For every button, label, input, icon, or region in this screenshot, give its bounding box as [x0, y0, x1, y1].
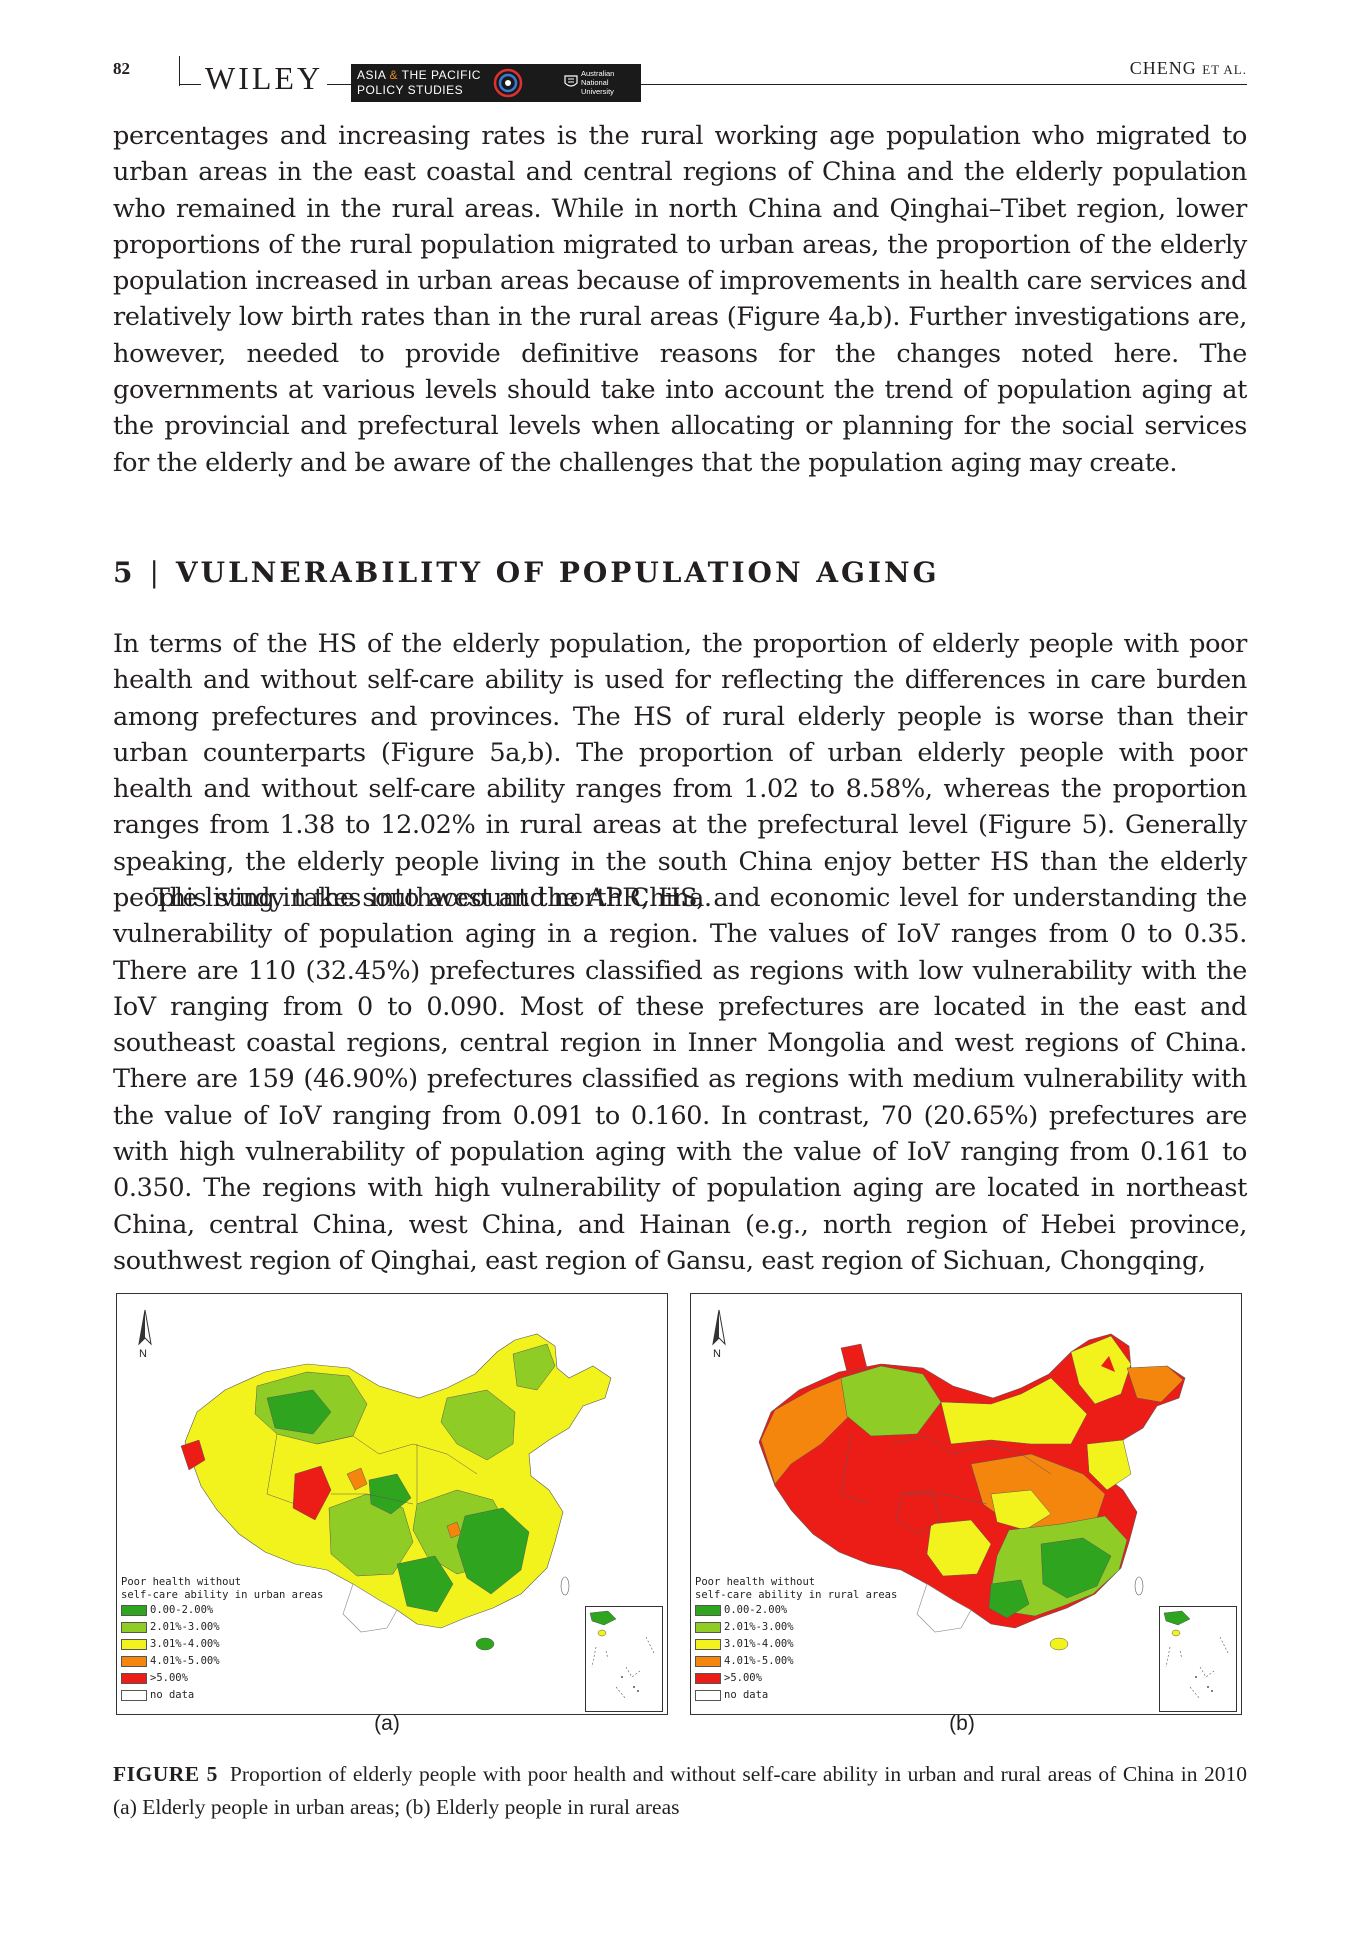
section-title: VULNERABILITY OF POPULATION AGING: [175, 556, 940, 589]
map-legend-urban: Poor health without self-care ability in…: [121, 1576, 323, 1704]
running-header: 82 WILEY ASIA & THE PACIFIC POLICY STUDI…: [113, 52, 1247, 102]
legend-label: 3.01%-4.00%: [724, 1638, 794, 1650]
legend-item: 2.01%-3.00%: [695, 1619, 897, 1636]
legend-swatch: [695, 1605, 721, 1616]
south-china-sea-inset: [585, 1606, 663, 1712]
legend-swatch: [695, 1673, 721, 1684]
legend-label: no data: [150, 1689, 195, 1701]
legend-item: 3.01%-4.00%: [695, 1636, 897, 1653]
china-map-rural: [758, 1333, 1186, 1651]
legend-swatch: [121, 1656, 147, 1667]
panel-b-label: (b): [949, 1712, 975, 1735]
legend-item: 4.01%-5.00%: [695, 1653, 897, 1670]
journal-banner: ASIA & THE PACIFIC POLICY STUDIES Austra…: [351, 64, 641, 102]
running-author: CHENG ET AL.: [1129, 58, 1247, 78]
legend-swatch: [121, 1639, 147, 1650]
header-rule: [179, 84, 1247, 85]
legend-label: 0.00-2.00%: [150, 1604, 214, 1616]
university-name: Australian National University: [581, 69, 615, 96]
legend-swatch: [121, 1605, 147, 1616]
legend-title-line1: Poor health without: [695, 1576, 816, 1588]
legend-item: 2.01%-3.00%: [121, 1619, 323, 1636]
section-heading: 5 | VULNERABILITY OF POPULATION AGING: [113, 556, 940, 589]
body-paragraph-3: This study takes into account the APR, H…: [113, 883, 1247, 1276]
body-paragraph-2: In terms of the HS of the elderly popula…: [113, 629, 1247, 914]
legend-label: 2.01%-3.00%: [150, 1621, 220, 1633]
publisher-logo: WILEY: [201, 62, 328, 94]
journal-title-line2: POLICY STUDIES: [357, 83, 464, 97]
north-arrow-icon: [712, 1309, 726, 1346]
map-legend-rural: Poor health without self-care ability in…: [695, 1576, 897, 1704]
legend-swatch: [121, 1673, 147, 1684]
legend-item: no data: [121, 1687, 323, 1704]
legend-swatch: [695, 1656, 721, 1667]
figure-caption: FIGURE 5 Proportion of elderly people wit…: [113, 1758, 1247, 1824]
legend-title-line1: Poor health without: [121, 1576, 242, 1588]
page-number: 82: [113, 59, 130, 78]
legend-swatch: [695, 1639, 721, 1650]
legend-title-line2: self-care ability in rural areas: [695, 1589, 898, 1601]
legend-item: >5.00%: [121, 1670, 323, 1687]
legend-label: 2.01%-3.00%: [724, 1621, 794, 1633]
university-crest-icon: [564, 75, 578, 87]
legend-label: no data: [724, 1689, 769, 1701]
legend-item: 0.00-2.00%: [121, 1602, 323, 1619]
legend-label: 4.01%-5.00%: [724, 1655, 794, 1667]
section-number: 5: [113, 556, 136, 589]
legend-item: >5.00%: [695, 1670, 897, 1687]
south-china-sea-inset: [1159, 1606, 1237, 1712]
north-label: N: [713, 1348, 721, 1360]
north-arrow-icon: [138, 1309, 152, 1346]
legend-label: 3.01%-4.00%: [150, 1638, 220, 1650]
legend-swatch: [695, 1690, 721, 1701]
legend-swatch: [695, 1622, 721, 1633]
legend-label: 4.01%-5.00%: [150, 1655, 220, 1667]
panel-a-label: (a): [374, 1712, 400, 1735]
legend-swatch: [121, 1622, 147, 1633]
legend-rows: 0.00-2.00% 2.01%-3.00% 3.01%-4.00% 4.01%-5.…: [695, 1602, 897, 1704]
legend-title-line2: self-care ability in urban areas: [121, 1589, 324, 1601]
legend-label: >5.00%: [150, 1672, 188, 1684]
figure-caption-text: Proportion of elderly people with poor h…: [113, 1762, 1247, 1819]
legend-label: 0.00-2.00%: [724, 1604, 788, 1616]
header-divider: [179, 56, 180, 86]
figure-panel-rural: N Poor health without self-care ability …: [690, 1293, 1242, 1715]
legend-item: 4.01%-5.00%: [121, 1653, 323, 1670]
legend-item: 3.01%-4.00%: [121, 1636, 323, 1653]
legend-rows: 0.00-2.00% 2.01%-3.00% 3.01%-4.00% 4.01%-5.…: [121, 1602, 323, 1704]
body-paragraph-1: percentages and increasing rates is the …: [113, 121, 1247, 478]
legend-swatch: [121, 1690, 147, 1701]
legend-item: no data: [695, 1687, 897, 1704]
journal-title-line1: ASIA & THE PACIFIC: [357, 68, 481, 82]
figure-label: FIGURE 5: [113, 1762, 218, 1786]
china-map-urban: [180, 1333, 612, 1651]
journal-emblem-icon: [493, 68, 523, 98]
figure-panel-urban: N Poor health without self-care ability …: [116, 1293, 668, 1715]
legend-item: 0.00-2.00%: [695, 1602, 897, 1619]
legend-label: >5.00%: [724, 1672, 762, 1684]
north-label: N: [139, 1348, 147, 1360]
